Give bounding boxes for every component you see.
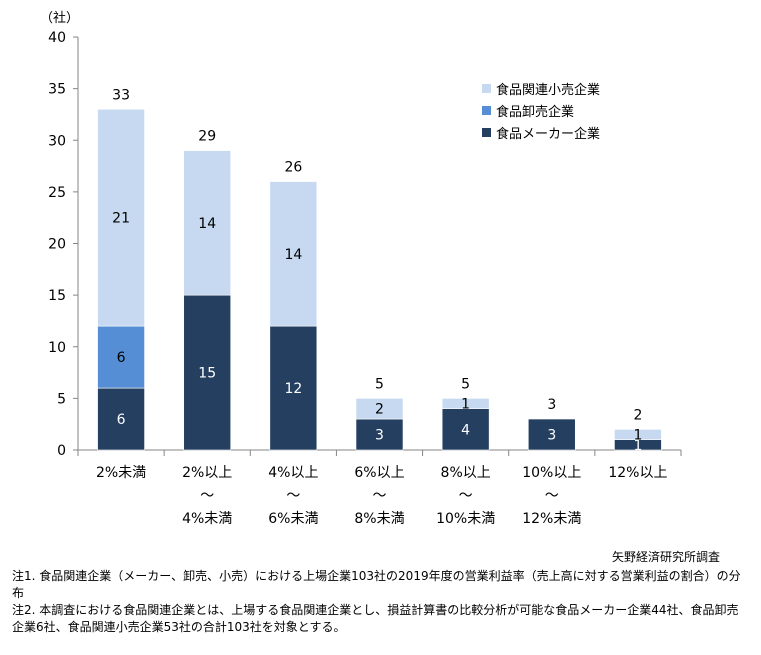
x-category-label: 12%以上 [608,465,667,481]
segment-value-label: 3 [375,428,384,444]
y-tick-label: 10 [48,340,66,356]
segment-value-label: 1 [633,438,642,454]
x-category-label: 6%未満 [268,511,318,527]
x-category-label: ～ [200,488,214,504]
bar-total-label: 33 [112,87,130,103]
legend-label: 食品関連小売企業 [496,82,600,98]
y-tick-label: 5 [57,391,66,407]
bar-segment [614,429,662,440]
x-category-label: ～ [545,488,559,504]
x-category-label: 4%未満 [182,511,232,527]
x-category-label: 10%以上 [522,465,581,481]
legend-swatch [482,128,491,137]
x-category-label: 4%以上 [268,465,318,481]
bar-segment [355,398,404,420]
segment-value-label: 2 [375,402,384,418]
y-axis-unit-label: （社） [40,10,79,26]
y-tick-label: 40 [48,30,66,46]
bar-segment [355,418,404,451]
bar-total-label: 5 [461,376,470,392]
y-tick-label: 25 [48,185,66,201]
bar-segment [441,408,490,451]
bar-total-label: 26 [284,160,302,176]
x-category-label: 8%未満 [354,511,404,527]
segment-value-label: 21 [112,211,130,227]
legend-swatch [482,106,491,115]
bar-segment [183,150,232,296]
legend-label: 食品卸売企業 [496,104,574,120]
bar-segment [97,325,145,389]
y-tick-label: 20 [48,237,66,253]
y-tick-label: 30 [48,133,66,149]
x-category-label: 8%以上 [441,465,491,481]
x-category-label: 6%以上 [354,465,404,481]
x-category-label: 2%未満 [96,465,146,481]
segment-value-label: 6 [117,350,126,366]
x-category-label: 2%以上 [182,465,232,481]
note-1: 注1. 食品関連企業（メーカー、卸売、小売）における上場企業103社の2019年… [12,569,741,600]
source-credit: 矢野経済研究所調査 [611,550,720,564]
bar-segment [183,294,232,451]
x-category-label: 10%未満 [436,511,495,527]
segment-value-label: 6 [117,412,126,428]
segment-value-label: 14 [198,216,216,232]
bar-segment [269,181,318,327]
segment-value-label: 12 [284,381,302,397]
bar-total-label: 5 [375,376,384,392]
x-category-label: 12%未満 [522,511,581,527]
segment-value-label: 3 [547,428,556,444]
bar-total-label: 3 [547,397,556,413]
bar-total-label: 2 [633,407,642,423]
segment-value-label: 1 [633,428,642,444]
bar-total-label: 29 [198,129,216,145]
legend-swatch [482,84,491,93]
y-tick-label: 15 [48,288,66,304]
bar-segment [527,418,576,451]
segment-value-label: 15 [198,366,216,382]
y-tick-label: 35 [48,82,66,98]
segment-value-label: 4 [461,422,470,438]
segment-value-label: 14 [284,247,302,263]
x-category-label: ～ [373,488,387,504]
legend-label: 食品メーカー企業 [496,126,600,142]
bar-segment [269,325,318,451]
bar-segment [97,108,145,327]
note-2: 注2. 本調査における食品関連企業とは、上場する食品関連企業とし、損益計算書の比… [12,603,739,634]
y-tick-label: 0 [57,443,66,459]
stacked-bar-chart: （社）05101520253035406621332%未満1514292%以上～… [40,10,682,527]
bar-segment [441,398,490,409]
segment-value-label: 1 [461,397,470,413]
x-category-label: ～ [286,488,300,504]
x-category-label: ～ [459,488,473,504]
